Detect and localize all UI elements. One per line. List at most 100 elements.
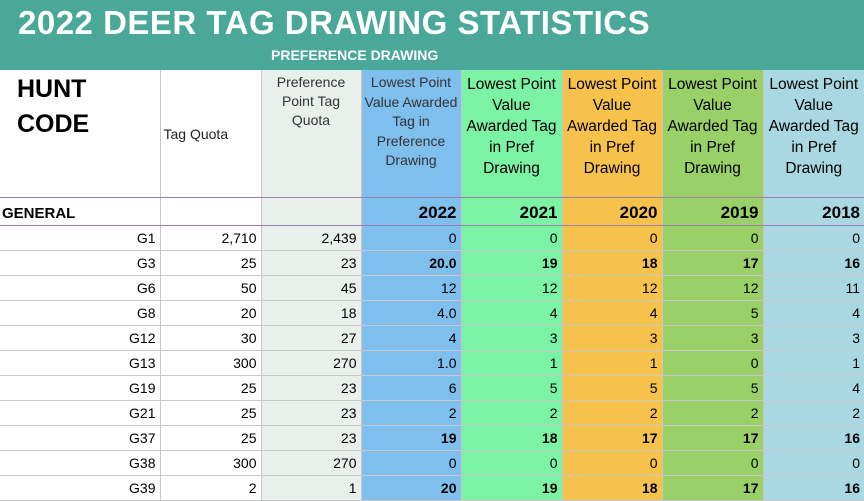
year-2021: 2021 bbox=[461, 198, 562, 226]
header-low-2021: Lowest Point Value Awarded Tag in Pref D… bbox=[461, 70, 562, 198]
lowest-point-cell-2021: 1 bbox=[461, 351, 562, 376]
lowest-point-cell-2018: 11 bbox=[763, 276, 864, 301]
lowest-point-cell-2020: 4 bbox=[562, 301, 662, 326]
year-2018: 2018 bbox=[763, 198, 864, 226]
lowest-point-cell-2022: 19 bbox=[361, 426, 461, 451]
lowest-point-cell-2020: 18 bbox=[562, 251, 662, 276]
lowest-point-cell-2020: 2 bbox=[562, 401, 662, 426]
lowest-point-cell-2020: 5 bbox=[562, 376, 662, 401]
pref-quota-cell: 23 bbox=[261, 401, 361, 426]
tag-quota-cell: 25 bbox=[160, 426, 261, 451]
lowest-point-cell-2022: 4.0 bbox=[361, 301, 461, 326]
hunt-code-cell: G21 bbox=[0, 401, 160, 426]
hunt-code-cell: G39 bbox=[0, 476, 160, 501]
lowest-point-cell-2022: 4 bbox=[361, 326, 461, 351]
table-row: G39 2 1 20 19 18 17 16 bbox=[0, 476, 864, 501]
header-low-2019: Lowest Point Value Awarded Tag in Pref D… bbox=[662, 70, 763, 198]
hunt-code-cell: G8 bbox=[0, 301, 160, 326]
lowest-point-cell-2020: 17 bbox=[562, 426, 662, 451]
tag-quota-cell: 20 bbox=[160, 301, 261, 326]
lowest-point-cell-2021: 4 bbox=[461, 301, 562, 326]
section-row: GENERAL 2022 2021 2020 2019 2018 bbox=[0, 198, 864, 226]
lowest-point-cell-2019: 5 bbox=[662, 301, 763, 326]
lowest-point-cell-2019: 3 bbox=[662, 326, 763, 351]
year-2019: 2019 bbox=[662, 198, 763, 226]
lowest-point-cell-2021: 5 bbox=[461, 376, 562, 401]
lowest-point-cell-2022: 20 bbox=[361, 476, 461, 501]
lowest-point-cell-2021: 12 bbox=[461, 276, 562, 301]
tag-quota-cell: 50 bbox=[160, 276, 261, 301]
header-row: HUNT CODE Tag Quota Preference Point Tag… bbox=[0, 70, 864, 198]
hunt-code-cell: G38 bbox=[0, 451, 160, 476]
hunt-code-cell: G6 bbox=[0, 276, 160, 301]
lowest-point-cell-2021: 19 bbox=[461, 251, 562, 276]
lowest-point-cell-2019: 17 bbox=[662, 476, 763, 501]
hunt-code-cell: G19 bbox=[0, 376, 160, 401]
lowest-point-cell-2020: 12 bbox=[562, 276, 662, 301]
lowest-point-cell-2022: 20.0 bbox=[361, 251, 461, 276]
lowest-point-cell-2022: 6 bbox=[361, 376, 461, 401]
tag-quota-cell: 300 bbox=[160, 451, 261, 476]
lowest-point-cell-2020: 0 bbox=[562, 451, 662, 476]
tag-quota-cell: 2,710 bbox=[160, 226, 261, 251]
lowest-point-cell-2020: 0 bbox=[562, 226, 662, 251]
lowest-point-cell-2018: 2 bbox=[763, 401, 864, 426]
lowest-point-cell-2019: 2 bbox=[662, 401, 763, 426]
hunt-code-cell: G3 bbox=[0, 251, 160, 276]
table-row: G1 2,710 2,439 0 0 0 0 0 bbox=[0, 226, 864, 251]
year-2022: 2022 bbox=[361, 198, 461, 226]
lowest-point-cell-2019: 0 bbox=[662, 351, 763, 376]
lowest-point-cell-2019: 17 bbox=[662, 251, 763, 276]
page-title: 2022 DEER TAG DRAWING STATISTICS bbox=[18, 4, 650, 42]
lowest-point-cell-2019: 0 bbox=[662, 226, 763, 251]
tag-quota-cell: 25 bbox=[160, 401, 261, 426]
lowest-point-cell-2020: 1 bbox=[562, 351, 662, 376]
table-row: G12 30 27 4 3 3 3 3 bbox=[0, 326, 864, 351]
table-row: G38 300 270 0 0 0 0 0 bbox=[0, 451, 864, 476]
header-tag-quota: Tag Quota bbox=[160, 70, 261, 198]
tag-quota-cell: 300 bbox=[160, 351, 261, 376]
hunt-code-cell: G1 bbox=[0, 226, 160, 251]
lowest-point-cell-2019: 0 bbox=[662, 451, 763, 476]
header-hunt-code: HUNT CODE bbox=[0, 70, 160, 198]
table-row: G37 25 23 19 18 17 17 16 bbox=[0, 426, 864, 451]
lowest-point-cell-2018: 1 bbox=[763, 351, 864, 376]
pref-quota-cell: 27 bbox=[261, 326, 361, 351]
pref-quota-cell: 270 bbox=[261, 451, 361, 476]
hunt-code-cell: G13 bbox=[0, 351, 160, 376]
title-banner: 2022 DEER TAG DRAWING STATISTICS PREFERE… bbox=[0, 0, 864, 70]
deer-tag-table: HUNT CODE Tag Quota Preference Point Tag… bbox=[0, 70, 864, 501]
header-low-2020: Lowest Point Value Awarded Tag in Pref D… bbox=[562, 70, 662, 198]
lowest-point-cell-2018: 16 bbox=[763, 426, 864, 451]
lowest-point-cell-2018: 0 bbox=[763, 451, 864, 476]
lowest-point-cell-2018: 0 bbox=[763, 226, 864, 251]
lowest-point-cell-2018: 4 bbox=[763, 376, 864, 401]
lowest-point-cell-2018: 16 bbox=[763, 476, 864, 501]
pref-quota-cell: 18 bbox=[261, 301, 361, 326]
lowest-point-cell-2018: 3 bbox=[763, 326, 864, 351]
tag-quota-cell: 25 bbox=[160, 376, 261, 401]
lowest-point-cell-2019: 5 bbox=[662, 376, 763, 401]
header-low-2018: Lowest Point Value Awarded Tag in Pref D… bbox=[763, 70, 864, 198]
table-row: G13 300 270 1.0 1 1 0 1 bbox=[0, 351, 864, 376]
lowest-point-cell-2020: 18 bbox=[562, 476, 662, 501]
lowest-point-cell-2021: 19 bbox=[461, 476, 562, 501]
year-2020: 2020 bbox=[562, 198, 662, 226]
pref-quota-cell: 23 bbox=[261, 376, 361, 401]
tag-quota-cell: 2 bbox=[160, 476, 261, 501]
tag-quota-cell: 30 bbox=[160, 326, 261, 351]
lowest-point-cell-2021: 2 bbox=[461, 401, 562, 426]
pref-quota-cell: 23 bbox=[261, 426, 361, 451]
header-low-2022: Lowest Point Value Awarded Tag in Prefer… bbox=[361, 70, 461, 198]
lowest-point-cell-2022: 1.0 bbox=[361, 351, 461, 376]
lowest-point-cell-2020: 3 bbox=[562, 326, 662, 351]
pref-quota-cell: 270 bbox=[261, 351, 361, 376]
table-row: G6 50 45 12 12 12 12 11 bbox=[0, 276, 864, 301]
lowest-point-cell-2019: 17 bbox=[662, 426, 763, 451]
lowest-point-cell-2022: 0 bbox=[361, 226, 461, 251]
lowest-point-cell-2021: 18 bbox=[461, 426, 562, 451]
pref-quota-cell: 23 bbox=[261, 251, 361, 276]
lowest-point-cell-2022: 2 bbox=[361, 401, 461, 426]
pref-quota-cell: 2,439 bbox=[261, 226, 361, 251]
lowest-point-cell-2022: 12 bbox=[361, 276, 461, 301]
